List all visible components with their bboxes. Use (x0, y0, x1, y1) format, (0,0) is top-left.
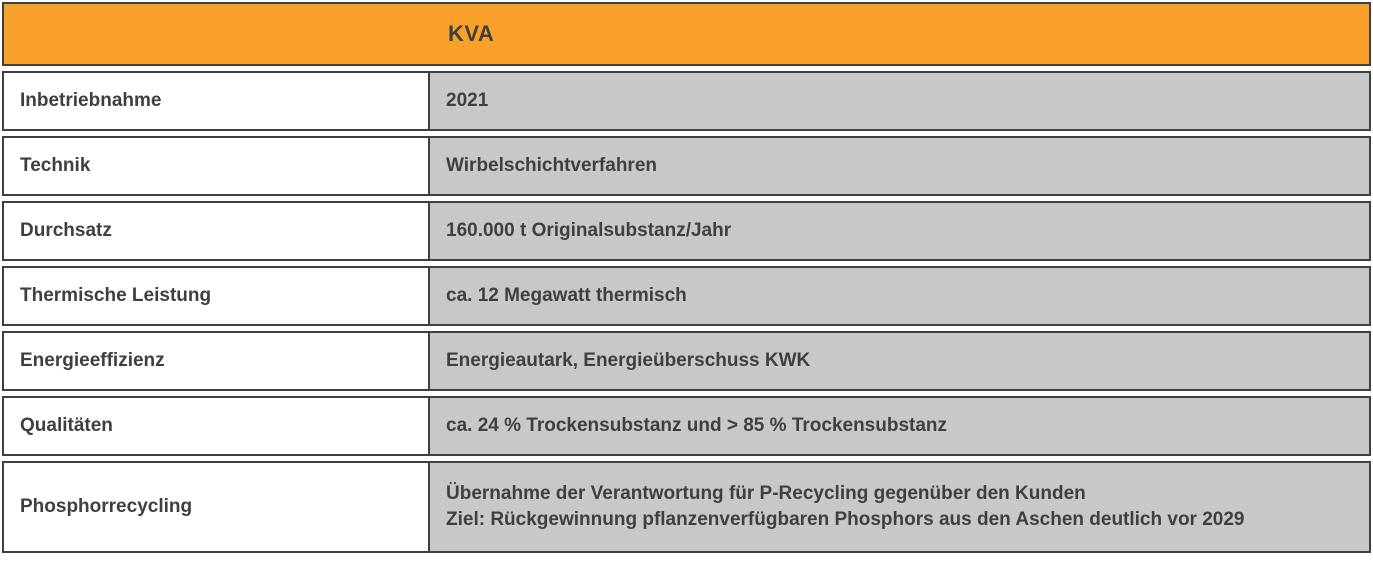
row-value: 160.000 t Originalsubstanz/Jahr (428, 201, 1371, 261)
row-label: Durchsatz (2, 201, 430, 261)
table-row: Qualitäten ca. 24 % Trockensubstanz und … (2, 396, 1371, 456)
table-row: Energieeffizienz Energieautark, Energieü… (2, 331, 1371, 391)
table-row: Inbetriebnahme 2021 (2, 71, 1371, 131)
row-value: ca. 24 % Trockensubstanz und > 85 % Troc… (428, 396, 1371, 456)
row-label: Phosphorrecycling (2, 461, 430, 553)
table-row: Technik Wirbelschichtverfahren (2, 136, 1371, 196)
table-header-row: KVA (2, 2, 1371, 66)
table-row: Phosphorrecycling Übernahme der Verantwo… (2, 461, 1371, 553)
row-value: ca. 12 Megawatt thermisch (428, 266, 1371, 326)
row-label: Inbetriebnahme (2, 71, 430, 131)
table-row: Durchsatz 160.000 t Originalsubstanz/Jah… (2, 201, 1371, 261)
row-value: 2021 (428, 71, 1371, 131)
row-value: Wirbelschichtverfahren (428, 136, 1371, 196)
row-value: Energieautark, Energieüberschuss KWK (428, 331, 1371, 391)
table-title: KVA (448, 21, 495, 46)
row-label: Qualitäten (2, 396, 430, 456)
row-label: Technik (2, 136, 430, 196)
row-label: Thermische Leistung (2, 266, 430, 326)
row-label: Energieeffizienz (2, 331, 430, 391)
table-row: Thermische Leistung ca. 12 Megawatt ther… (2, 266, 1371, 326)
row-value: Übernahme der Verantwortung für P-Recycl… (428, 461, 1371, 553)
